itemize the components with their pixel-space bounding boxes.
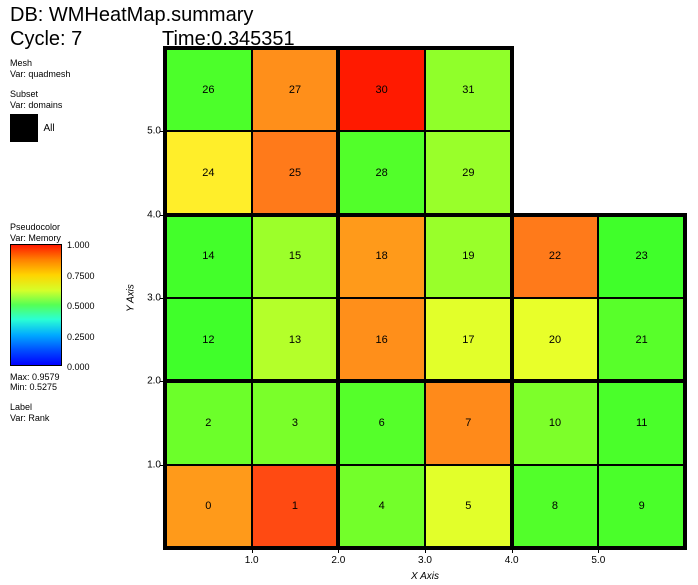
y-tick-label: 1.0: [133, 459, 161, 470]
y-tick-label: 2.0: [133, 376, 161, 387]
heatmap-cell: 15: [252, 215, 339, 298]
heatmap-grid: 0123456789101112131415161718192021222324…: [165, 48, 685, 548]
heatmap-cell: 8: [512, 465, 599, 548]
heatmap-cell: 0: [165, 465, 252, 548]
x-tick-label: 5.0: [591, 555, 605, 566]
mesh-title: Mesh: [10, 58, 110, 68]
heatmap-cell: 1: [252, 465, 339, 548]
heatmap-cell: 17: [425, 298, 512, 381]
subset-var: Var: domains: [10, 100, 110, 110]
heatmap-cell: 28: [338, 131, 425, 214]
heatmap-cell: 16: [338, 298, 425, 381]
heatmap-cell: 14: [165, 215, 252, 298]
heatmap-cell: 19: [425, 215, 512, 298]
heatmap-cell: 26: [165, 48, 252, 131]
pseudocolor-title: Pseudocolor: [10, 222, 110, 232]
heatmap-cell: 12: [165, 298, 252, 381]
colorbar-tick: 0.000: [67, 362, 90, 372]
min-label: Min: 0.5275: [10, 382, 110, 392]
label-title: Label: [10, 402, 110, 412]
subset-swatch: [10, 114, 38, 142]
heatmap-cell: 10: [512, 381, 599, 464]
heatmap-cell: 20: [512, 298, 599, 381]
x-tick-label: 3.0: [418, 555, 432, 566]
x-axis-label: X Axis: [411, 571, 439, 582]
colorbar-tick: 0.5000: [67, 301, 95, 311]
heatmap-cell: 18: [338, 215, 425, 298]
colorbar-tick: 0.2500: [67, 332, 95, 342]
heatmap-cell: 5: [425, 465, 512, 548]
x-tick-label: 2.0: [331, 555, 345, 566]
heatmap-cell: 2: [165, 381, 252, 464]
heatmap-cell: 4: [338, 465, 425, 548]
heatmap-cell: 9: [598, 465, 685, 548]
label-var: Var: Rank: [10, 413, 110, 423]
colorbar: 1.0000.75000.50000.25000.000: [10, 244, 62, 366]
heatmap-cell: 22: [512, 215, 599, 298]
heatmap-plot: 0123456789101112131415161718192021222324…: [165, 48, 685, 548]
x-tick-label: 1.0: [245, 555, 259, 566]
subset-all-label: All: [44, 123, 55, 134]
heatmap-cell: 23: [598, 215, 685, 298]
cycle-label: Cycle: 7: [10, 28, 82, 51]
max-label: Max: 0.9579: [10, 372, 110, 382]
heatmap-cell: 3: [252, 381, 339, 464]
heatmap-cell: 11: [598, 381, 685, 464]
heatmap-cell: 25: [252, 131, 339, 214]
colorbar-tick: 1.000: [67, 240, 90, 250]
heatmap-cell: 27: [252, 48, 339, 131]
heatmap-cell: 30: [338, 48, 425, 131]
y-tick-label: 5.0: [133, 126, 161, 137]
sidebar: Mesh Var: quadmesh Subset Var: domains A…: [10, 58, 110, 433]
heatmap-cell: 29: [425, 131, 512, 214]
heatmap-cell: 13: [252, 298, 339, 381]
heatmap-cell: 31: [425, 48, 512, 131]
subset-title: Subset: [10, 89, 110, 99]
y-tick-label: 3.0: [133, 293, 161, 304]
heatmap-cell: 24: [165, 131, 252, 214]
heatmap-cell: 21: [598, 298, 685, 381]
mesh-var: Var: quadmesh: [10, 69, 110, 79]
db-title: DB: WMHeatMap.summary: [10, 4, 253, 27]
heatmap-cell: 6: [338, 381, 425, 464]
heatmap-cell: 7: [425, 381, 512, 464]
colorbar-tick: 0.7500: [67, 271, 95, 281]
x-tick-label: 4.0: [505, 555, 519, 566]
pseudocolor-var: Var: Memory: [10, 233, 110, 243]
y-tick-label: 4.0: [133, 209, 161, 220]
